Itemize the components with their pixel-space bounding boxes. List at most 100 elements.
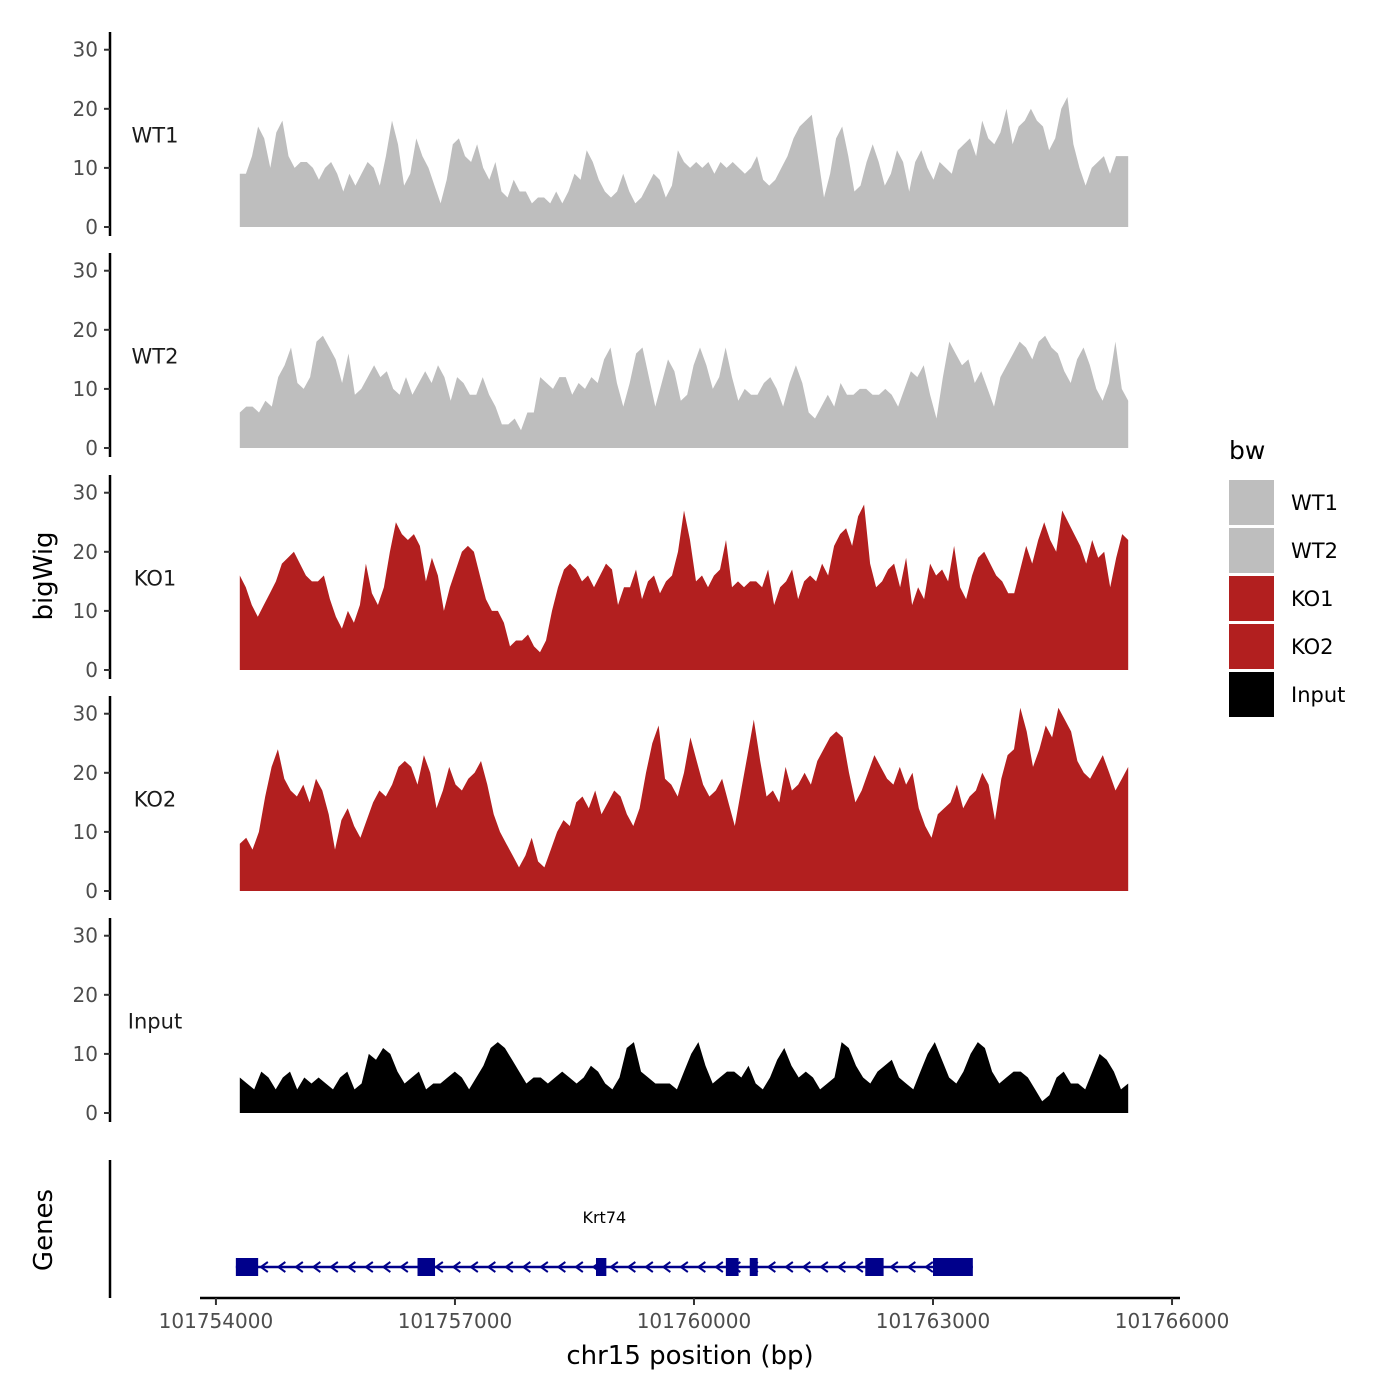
track-label-wt2: WT2 — [132, 344, 179, 368]
y-tick-label: 30 — [73, 259, 98, 283]
y-tick-label: 30 — [73, 702, 98, 726]
signal-tracks: 0 10 20 30 WT1 0 10 20 30 WT2 0 10 20 30 KO1 0 10 20 30 KO2… — [73, 32, 1129, 1125]
track-label-ko2: KO2 — [134, 787, 177, 811]
strand-arrow — [504, 1261, 514, 1273]
strand-arrow — [661, 1261, 671, 1273]
y-tick-label: 20 — [73, 97, 98, 121]
y-tick-label: 0 — [85, 436, 98, 460]
strand-arrow — [626, 1261, 636, 1273]
legend-label-ko1: KO1 — [1291, 587, 1334, 611]
y-tick-label: 10 — [73, 820, 98, 844]
strand-arrow — [556, 1261, 566, 1273]
legend-swatch-wt1 — [1229, 480, 1274, 525]
legend-swatch-wt2 — [1229, 528, 1274, 573]
track-wt2: 0 10 20 30 WT2 — [73, 253, 1129, 460]
area-input — [239, 1042, 1129, 1113]
strand-arrow — [521, 1261, 531, 1273]
y-tick-label: 0 — [85, 1101, 98, 1125]
strand-arrow — [486, 1261, 496, 1273]
legend-swatch-ko1 — [1229, 576, 1274, 621]
legend-label-wt2: WT2 — [1291, 539, 1338, 563]
x-tick-label: 101763000 — [876, 1309, 991, 1333]
strand-arrow — [801, 1261, 811, 1273]
strand-arrow — [346, 1261, 356, 1273]
exon — [749, 1258, 758, 1276]
track-wt1: 0 10 20 30 WT1 — [73, 32, 1129, 239]
gene-krt74: Krt74 — [235, 1208, 973, 1276]
x-tick-label: 101754000 — [159, 1309, 274, 1333]
legend-swatch-input — [1229, 672, 1274, 717]
strand-arrow — [329, 1261, 339, 1273]
y-tick-label: 0 — [85, 879, 98, 903]
strand-arrow — [766, 1261, 776, 1273]
strand-arrow — [276, 1261, 286, 1273]
y-tick-label: 30 — [73, 38, 98, 62]
strand-arrow — [259, 1261, 269, 1273]
strand-arrow — [434, 1261, 444, 1273]
x-axis: 101754000 101757000 101760000 101763000 1017… — [159, 1296, 1230, 1333]
y-tick-label: 30 — [73, 924, 98, 948]
y-tick-label: 20 — [73, 318, 98, 342]
strand-arrow — [784, 1261, 794, 1273]
strand-arrow — [836, 1261, 846, 1273]
strand-arrow — [311, 1261, 321, 1273]
strand-arrow — [714, 1261, 724, 1273]
exon — [595, 1258, 607, 1276]
strand-arrow — [644, 1261, 654, 1273]
strand-arrow — [906, 1261, 916, 1273]
y-axis-title: bigWig — [29, 531, 59, 620]
strand-arrow — [696, 1261, 706, 1273]
y-tick-label: 10 — [73, 599, 98, 623]
gene-track: Krt74 — [108, 1160, 973, 1298]
area-ko1 — [239, 504, 1129, 670]
gene-label: Krt74 — [582, 1208, 626, 1227]
track-label-wt1: WT1 — [132, 123, 179, 147]
legend-label-input: Input — [1291, 683, 1345, 707]
strand-arrow — [679, 1261, 689, 1273]
area-wt2 — [239, 335, 1129, 448]
exon — [725, 1258, 739, 1276]
y-tick-label: 10 — [73, 156, 98, 180]
y-tick-label: 20 — [73, 983, 98, 1007]
strand-arrow — [294, 1261, 304, 1273]
y-tick-label: 10 — [73, 377, 98, 401]
legend: bw WT1 WT2 KO1 KO2 Input — [1229, 436, 1345, 717]
strand-arrow — [539, 1261, 549, 1273]
track-label-input: Input — [128, 1009, 182, 1033]
strand-arrow — [399, 1261, 409, 1273]
y-tick-label: 20 — [73, 540, 98, 564]
y-tick-label: 10 — [73, 1042, 98, 1066]
exon — [417, 1258, 436, 1276]
x-tick-label: 101757000 — [398, 1309, 513, 1333]
legend-label-wt1: WT1 — [1291, 491, 1338, 515]
track-ko1: 0 10 20 30 KO1 — [73, 475, 1129, 682]
strand-arrow — [574, 1261, 584, 1273]
legend-title: bw — [1229, 436, 1265, 465]
strand-arrow — [364, 1261, 374, 1273]
x-tick-label: 101766000 — [1115, 1309, 1230, 1333]
strand-arrow — [889, 1261, 899, 1273]
y-tick-label: 20 — [73, 761, 98, 785]
y-tick-label: 0 — [85, 215, 98, 239]
genes-track-title: Genes — [29, 1189, 59, 1271]
strand-arrow — [854, 1261, 864, 1273]
track-label-ko1: KO1 — [134, 566, 177, 590]
strand-arrow — [451, 1261, 461, 1273]
exon — [865, 1258, 884, 1276]
track-input: 0 10 20 30 Input — [73, 918, 1129, 1125]
x-tick-label: 101760000 — [637, 1309, 752, 1333]
y-tick-label: 30 — [73, 481, 98, 505]
strand-arrow — [469, 1261, 479, 1273]
area-wt1 — [239, 97, 1129, 227]
area-ko2 — [239, 707, 1129, 891]
legend-swatch-ko2 — [1229, 624, 1274, 669]
exon — [933, 1258, 973, 1276]
track-ko2: 0 10 20 30 KO2 — [73, 696, 1129, 903]
x-axis-title: chr15 position (bp) — [566, 1341, 813, 1371]
strand-arrow — [381, 1261, 391, 1273]
strand-arrow — [819, 1261, 829, 1273]
strand-arrow — [609, 1261, 619, 1273]
y-tick-label: 0 — [85, 658, 98, 682]
strand-arrow — [924, 1261, 934, 1273]
